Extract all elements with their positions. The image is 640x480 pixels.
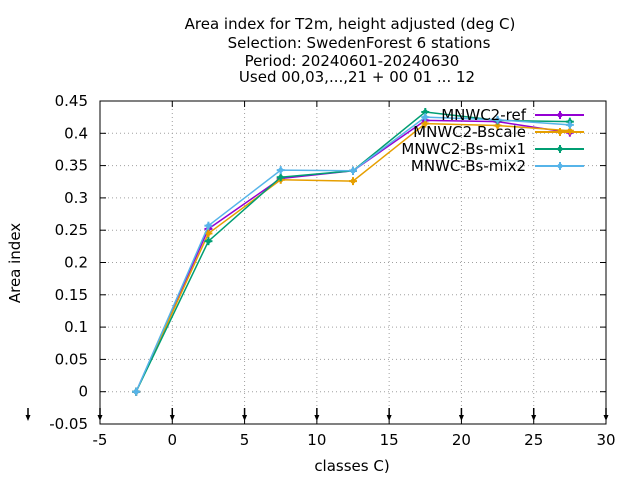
legend-label: MNWC2-Bs-mix1: [401, 140, 526, 158]
x-tick-label: 15: [380, 431, 399, 449]
data-point: [349, 177, 357, 186]
data-point: [204, 237, 213, 246]
y-tick-label: -0.05: [49, 415, 88, 433]
y-tick-label: 0.45: [55, 92, 88, 110]
axes: -5 0 5 10 15 20 25 30 -0.05 0 0.05 0.1 0.15 0.2 0.25 0.…: [25, 92, 616, 449]
bottom-arrow-marker: [242, 408, 248, 421]
series-mnwc-bs-mix2: [132, 113, 574, 396]
bottom-arrow-marker: [97, 408, 103, 421]
y-tick-label: 0.4: [64, 124, 88, 142]
legend-marker: [556, 162, 564, 170]
x-axis-label: classes C): [314, 457, 389, 475]
x-tick-label: 10: [307, 431, 326, 449]
y-tick-label: 0.3: [64, 189, 88, 207]
legend-entry: MNWC-Bs-mix2: [411, 157, 584, 175]
title-line-4: Used 00,03,...,21 + 00 01 ... 12: [239, 68, 475, 86]
y-axis-label: Area index: [6, 223, 24, 303]
y-tick-label: 0.1: [64, 318, 88, 336]
legend: MNWC2-refMNWC2-BscaleMNWC2-Bs-mix1MNWC-B…: [401, 106, 584, 175]
legend-marker: [556, 145, 564, 153]
chart-title: Area index for T2m, height adjusted (deg…: [185, 15, 516, 86]
title-line-2: Selection: SwedenForest 6 stations: [228, 34, 491, 52]
legend-entry: MNWC2-Bs-mix1: [401, 140, 584, 158]
y-tick-label: 0.35: [55, 157, 88, 175]
data-point: [493, 115, 502, 124]
data-point: [132, 387, 141, 396]
x-tick-label: 5: [240, 431, 250, 449]
bottom-arrow-marker: [531, 408, 537, 421]
y-tick-label: 0.2: [64, 254, 88, 272]
data-series: [132, 107, 574, 396]
y-tick-label: 0.25: [55, 221, 88, 239]
data-point: [421, 113, 430, 122]
legend-label: MNWC-Bs-mix2: [411, 157, 526, 175]
y-tick-label: 0: [78, 383, 88, 401]
x-tick-label: 30: [596, 431, 615, 449]
x-tick-label: -5: [93, 431, 108, 449]
bottom-arrow-marker: [458, 408, 464, 421]
grid: [100, 101, 606, 424]
bottom-arrow-marker: [169, 408, 175, 421]
bottom-arrow-marker: [25, 408, 31, 421]
x-tick-label: 25: [524, 431, 543, 449]
title-line-1: Area index for T2m, height adjusted (deg…: [185, 15, 516, 33]
data-point: [204, 221, 213, 230]
legend-entry: MNWC2-ref: [441, 106, 584, 124]
bottom-arrow-marker: [603, 408, 609, 421]
y-tick-label: 0.05: [55, 350, 88, 368]
data-point: [565, 120, 574, 129]
legend-marker: [556, 128, 564, 136]
data-point: [349, 166, 357, 175]
legend-label: MNWC2-ref: [441, 106, 526, 124]
legend-marker: [556, 111, 564, 119]
data-point: [276, 173, 285, 182]
y-tick-label: 0.15: [55, 286, 88, 304]
bottom-arrow-marker: [314, 408, 320, 421]
title-line-3: Period: 20240601-20240630: [245, 52, 460, 70]
x-tick-label: 0: [168, 431, 178, 449]
legend-entry: MNWC2-Bscale: [413, 123, 584, 141]
data-point: [276, 166, 285, 175]
x-tick-label: 20: [452, 431, 471, 449]
legend-label: MNWC2-Bscale: [413, 123, 526, 141]
bottom-arrow-marker: [386, 408, 392, 421]
